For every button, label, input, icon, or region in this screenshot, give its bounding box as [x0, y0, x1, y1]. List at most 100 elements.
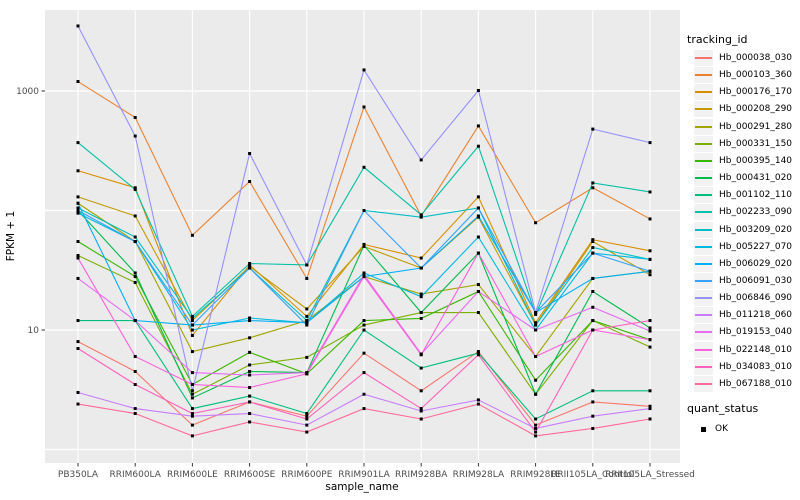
- data-point: [76, 347, 80, 351]
- data-point: [476, 124, 480, 128]
- data-point: [648, 190, 652, 194]
- data-point: [648, 407, 652, 411]
- data-point: [248, 400, 252, 404]
- data-point: [248, 386, 252, 390]
- data-point: [476, 398, 480, 402]
- data-point: [305, 423, 309, 427]
- data-point: [591, 305, 595, 309]
- data-point: [591, 276, 595, 280]
- data-point: [419, 407, 423, 411]
- data-point: [419, 266, 423, 270]
- data-point: [362, 407, 366, 411]
- data-point: [133, 235, 137, 239]
- data-point: [305, 276, 309, 280]
- data-point: [534, 434, 538, 438]
- data-point: [476, 235, 480, 239]
- data-point: [534, 417, 538, 421]
- data-point: [648, 257, 652, 261]
- data-point: [76, 141, 80, 145]
- data-point: [190, 314, 194, 318]
- data-point: [419, 353, 423, 357]
- data-point: [248, 369, 252, 373]
- data-point: [476, 144, 480, 148]
- data-point: [305, 263, 309, 267]
- data-point: [76, 211, 80, 215]
- data-point: [76, 195, 80, 199]
- data-point: [362, 243, 366, 247]
- data-point: [305, 307, 309, 311]
- data-point: [476, 311, 480, 315]
- data-point: [476, 251, 480, 255]
- data-point: [133, 280, 137, 284]
- data-point: [133, 134, 137, 138]
- data-point: [76, 209, 80, 212]
- data-point: [591, 181, 595, 185]
- x-tick-label: RRII105LA_Stressed: [605, 470, 695, 480]
- data-point: [248, 420, 252, 424]
- data-point: [190, 414, 194, 418]
- data-point: [419, 389, 423, 393]
- data-point: [76, 256, 80, 260]
- data-point: [362, 209, 366, 212]
- data-point: [248, 412, 252, 416]
- data-point: [648, 269, 652, 273]
- plot-panel: 1000 10 PB350LA RRIM600LA RRIM600LE RRIM600SE…: [16, 10, 695, 480]
- data-point: [419, 311, 423, 315]
- x-axis-title: sample_name: [325, 481, 398, 493]
- panel-background: [45, 10, 680, 463]
- data-point: [476, 353, 480, 357]
- data-point: [190, 396, 194, 400]
- data-point: [419, 292, 423, 296]
- data-point: [362, 165, 366, 169]
- data-point: [534, 355, 538, 359]
- data-point: [248, 316, 252, 320]
- data-point: [419, 215, 423, 219]
- data-point: [305, 372, 309, 376]
- data-point: [76, 254, 80, 258]
- x-tick-label: RRIM928LE: [510, 470, 561, 480]
- data-point: [648, 141, 652, 145]
- data-point: [133, 271, 137, 275]
- data-point: [419, 417, 423, 421]
- data-point: [476, 351, 480, 355]
- data-point: [133, 240, 137, 244]
- data-point: [534, 311, 538, 315]
- data-point: [419, 158, 423, 162]
- x-tick-label: RRIM600LE: [167, 470, 218, 480]
- data-point: [362, 319, 366, 323]
- data-point: [190, 407, 194, 411]
- data-point: [648, 319, 652, 323]
- data-point: [76, 340, 80, 344]
- data-point: [648, 329, 652, 333]
- data-point: [305, 319, 309, 323]
- data-point: [648, 345, 652, 349]
- data-point: [362, 105, 366, 109]
- data-point: [248, 266, 252, 270]
- data-point: [305, 323, 309, 327]
- data-point: [248, 350, 252, 354]
- data-point: [362, 328, 366, 332]
- data-point: [419, 213, 423, 217]
- data-point: [476, 289, 480, 293]
- data-point: [648, 273, 652, 277]
- data-point: [419, 409, 423, 413]
- data-point: [534, 321, 538, 325]
- data-point: [248, 179, 252, 183]
- data-point: [591, 251, 595, 255]
- data-point: [648, 217, 652, 221]
- data-point: [476, 206, 480, 210]
- data-point: [133, 275, 137, 279]
- data-point: [476, 88, 480, 92]
- data-point: [190, 319, 194, 323]
- data-point: [76, 319, 80, 323]
- data-point: [305, 417, 309, 421]
- data-point: [591, 400, 595, 404]
- data-point: [362, 351, 366, 355]
- x-tick-label: RRIM928BA: [395, 470, 448, 480]
- x-tick-label: RRIM928LA: [453, 470, 505, 480]
- data-point: [591, 328, 595, 332]
- data-point: [305, 314, 309, 318]
- data-point: [648, 249, 652, 253]
